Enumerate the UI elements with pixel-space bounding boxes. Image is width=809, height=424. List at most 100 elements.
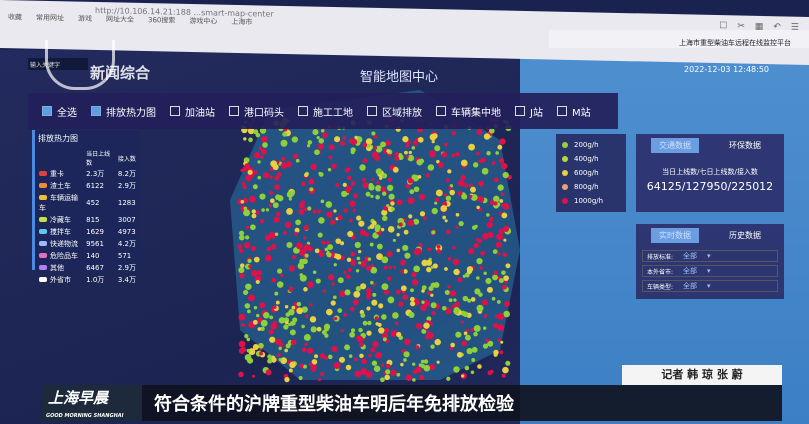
bookmark-item[interactable]: 网址大全	[106, 15, 134, 24]
platform-header	[549, 30, 809, 48]
checkbox-icon[interactable]	[298, 106, 308, 116]
layer-checkbox[interactable]: 施工工地	[298, 104, 353, 119]
layer-checkbox[interactable]: 区域排放	[367, 104, 422, 119]
heat-point	[250, 245, 257, 252]
layer-checkbox[interactable]: 全选	[42, 104, 77, 119]
heat-point	[407, 154, 415, 162]
heat-point	[415, 366, 422, 373]
tab-1[interactable]: 环保数据	[729, 141, 761, 150]
filter-value[interactable]: 全部	[683, 282, 698, 290]
heat-point	[328, 354, 333, 360]
layer-checkbox[interactable]: J站	[515, 104, 543, 119]
heat-point	[457, 191, 463, 196]
filter-select[interactable]: 车辆类型: 全部 ▾	[642, 280, 778, 292]
heat-point	[280, 273, 284, 278]
online-count: 815	[86, 216, 100, 224]
heat-point	[374, 155, 381, 162]
bookmark-item[interactable]: 游戏中心	[189, 16, 218, 26]
heat-point	[452, 245, 456, 250]
filter-select[interactable]: 本外省市: 全部 ▾	[642, 265, 778, 277]
heat-point	[252, 319, 258, 325]
heat-point	[481, 167, 489, 175]
checkbox-icon[interactable]	[367, 106, 377, 116]
heat-point	[482, 343, 489, 349]
bookmark-item[interactable]: 360搜索	[148, 16, 176, 25]
heat-point	[288, 197, 292, 201]
heat-point	[368, 184, 375, 191]
checkbox-icon[interactable]	[436, 106, 446, 116]
table-row[interactable]: 外省市 1.0万 3.4万	[38, 274, 137, 286]
heat-point	[282, 230, 287, 235]
heat-point	[339, 290, 346, 297]
checkbox-icon[interactable]	[170, 106, 180, 116]
checkbox-icon[interactable]	[42, 106, 52, 116]
tab-0[interactable]: 实时数据	[651, 228, 699, 243]
heat-point	[485, 338, 489, 343]
heat-point	[483, 326, 487, 330]
heat-point	[280, 139, 288, 147]
table-row[interactable]: 快递物流 9561 4.2万	[38, 238, 137, 250]
heat-point	[369, 242, 374, 247]
table-row[interactable]: 车辆运输车 452 1283	[38, 192, 137, 214]
heat-point	[497, 252, 501, 256]
heat-point	[326, 252, 332, 258]
heat-point	[340, 190, 348, 198]
heat-point	[257, 270, 262, 276]
tab-0[interactable]: 交通数据	[651, 138, 699, 153]
heat-point	[355, 286, 362, 292]
heat-point	[362, 142, 368, 148]
heat-point	[400, 285, 407, 292]
heat-point	[303, 244, 310, 251]
heat-point	[429, 321, 433, 325]
heat-point	[445, 307, 450, 312]
heat-point	[327, 167, 332, 172]
heat-point	[396, 331, 402, 338]
heat-point	[495, 241, 502, 248]
heat-point	[307, 206, 312, 211]
chevron-down-icon[interactable]: ▾	[707, 282, 711, 290]
heat-point	[371, 360, 378, 366]
layer-checkbox[interactable]: 车辆集中地	[436, 104, 501, 119]
bookmark-item[interactable]: 收藏	[8, 13, 22, 22]
checkbox-icon[interactable]	[556, 106, 567, 116]
heat-point	[291, 136, 299, 143]
filter-select[interactable]: 排放标准: 全部 ▾	[642, 250, 778, 262]
table-row[interactable]: 冷藏车 815 3007	[38, 214, 137, 226]
heat-point	[476, 151, 480, 156]
bookmark-item[interactable]: 游戏	[78, 14, 92, 23]
layer-checkbox[interactable]: 排放热力图	[91, 104, 156, 119]
filter-value[interactable]: 全部	[683, 252, 698, 260]
chevron-down-icon[interactable]: ▾	[707, 252, 711, 260]
heat-point	[468, 143, 476, 151]
heat-point	[428, 150, 436, 158]
heat-point	[407, 197, 415, 205]
heat-point	[353, 193, 358, 199]
heat-point	[466, 347, 473, 355]
heat-point	[248, 348, 256, 356]
table-row[interactable]: 危险品车 140 571	[38, 250, 137, 262]
table-row[interactable]: 渣土车 6122 2.9万	[38, 180, 137, 192]
heat-point	[261, 208, 265, 212]
heat-point	[420, 359, 425, 364]
table-row[interactable]: 搅拌车 1629 4973	[38, 226, 137, 238]
heat-point	[500, 192, 505, 196]
heat-point	[455, 331, 462, 338]
checkbox-icon[interactable]	[515, 106, 525, 116]
chevron-down-icon[interactable]: ▾	[707, 267, 711, 275]
layer-checkbox[interactable]: 加油站	[170, 104, 215, 119]
table-row[interactable]: 重卡 2.3万 8.2万	[38, 168, 137, 180]
filter-value[interactable]: 全部	[683, 267, 698, 275]
checkbox-icon[interactable]	[229, 106, 239, 116]
bookmark-item[interactable]: 常用网址	[36, 13, 64, 23]
tab-1[interactable]: 历史数据	[729, 231, 761, 240]
layer-checkbox[interactable]: 港口码头	[229, 104, 284, 119]
table-row[interactable]: 其他 6467 2.9万	[38, 262, 137, 274]
heat-point	[358, 220, 365, 227]
layer-checkbox[interactable]: M站	[556, 104, 591, 119]
bookmark-item[interactable]: 上海市	[231, 17, 253, 27]
heat-point	[258, 342, 264, 349]
heat-point	[428, 363, 435, 371]
heat-point	[303, 287, 308, 292]
checkbox-icon[interactable]	[91, 106, 101, 116]
heat-point	[322, 132, 328, 139]
